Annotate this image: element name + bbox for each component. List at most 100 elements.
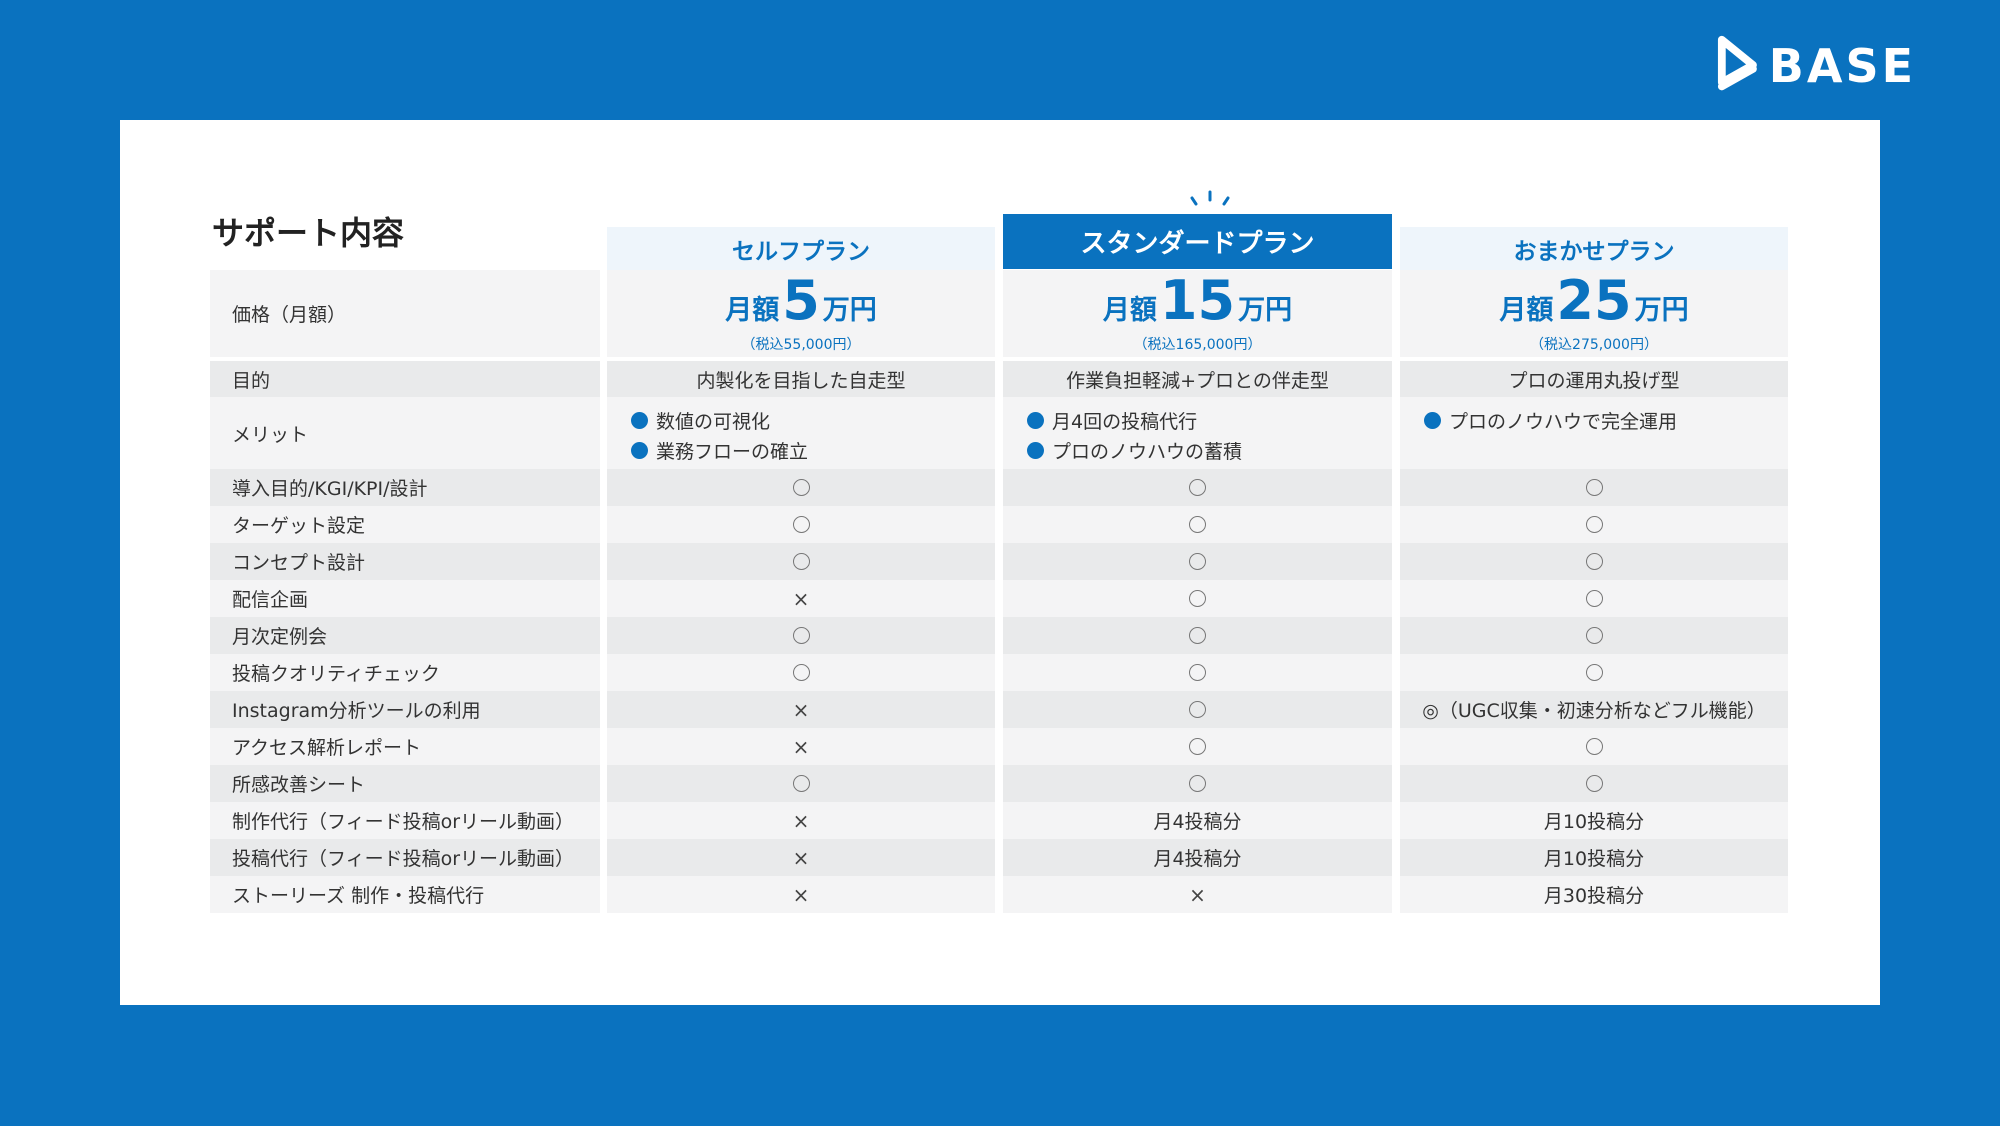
circle-mark-icon [1189,775,1206,792]
cross-mark-icon: × [792,882,810,907]
feature-cell [1400,728,1788,765]
feature-cell [1003,580,1392,617]
feature-cell: × [607,839,995,876]
circle-mark-icon [1585,590,1603,607]
price-suffix: 万円 [822,294,877,326]
circle-mark-icon [1189,479,1206,496]
feature-cell [1003,765,1392,802]
feature-cell [1003,543,1392,580]
circle-mark-icon [1585,664,1603,681]
merit-text: 業務フローの確立 [656,440,809,463]
feature-cell [607,617,995,654]
feature-label: アクセス解析レポート [210,728,600,765]
circle-mark-icon [1585,516,1603,533]
bullet-dot-icon [1027,411,1044,429]
bullet-dot-icon [631,441,648,459]
circle-mark-icon [1189,553,1206,570]
merit-text: 数値の可視化 [656,410,771,433]
plan-header-self: セルフプラン [607,227,995,271]
feature-label: ターゲット設定 [210,506,600,543]
merit-item: 月4回の投稿代行 [1027,405,1197,435]
feature-cell [1400,580,1788,617]
price-tax: （税込165,000円） [1133,336,1262,353]
brand-name: BASE [1768,39,1916,93]
feature-cell [1400,765,1788,802]
feature-cell [607,654,995,691]
feature-cell: 月4投稿分 [1003,802,1392,839]
price-number: 5 [782,268,820,332]
circle-mark-icon [1189,701,1206,718]
feature-label: 月次定例会 [210,617,600,654]
circle-mark-icon [792,775,810,792]
feature-cell: × [607,802,995,839]
merit-text: 月4回の投稿代行 [1052,410,1198,433]
merit-item: プロのノウハウの蓄積 [1027,435,1242,465]
base-logo-icon [1717,35,1757,91]
feature-label: 投稿クオリティチェック [210,654,600,691]
circle-mark-icon [1189,590,1206,607]
circle-mark-icon [792,664,810,681]
price-amount: 月額 25 万円 [1499,273,1689,328]
price-prefix: 月額 [1102,294,1157,326]
price-tax: （税込55,000円） [741,336,861,353]
merit-cell: 数値の可視化 業務フローの確立 [607,397,995,469]
label-price: 価格（月額） [210,270,600,357]
circle-mark-icon [792,553,810,570]
merit-cell: プロのノウハウで完全運用 [1400,397,1788,469]
plan-comparison-card: サポート内容 価格（月額） 目的 メリット 導入目的/KGI/KPI/設計 ターゲ… [120,120,1880,1005]
circle-mark-icon [1189,627,1206,644]
price-cell: 月額 15 万円 （税込165,000円） [1003,270,1392,357]
circle-mark-icon [1189,516,1206,533]
feature-cell [1400,543,1788,580]
merit-item: 業務フローの確立 [631,435,808,465]
feature-label: 配信企画 [210,580,600,617]
feature-cell: × [1003,876,1392,913]
feature-cell [1400,617,1788,654]
price-prefix: 月額 [1499,294,1554,326]
feature-label: Instagram分析ツールの利用 [210,691,600,728]
feature-value: 月4投稿分 [1153,848,1242,870]
feature-cell: 月4投稿分 [1003,839,1392,876]
purpose-cell: 作業負担軽減+プロとの伴走型 [1003,361,1392,397]
price-amount: 月額 5 万円 [725,268,877,332]
section-title: サポート内容 [212,214,405,252]
circle-mark-icon [1585,627,1603,644]
feature-cell [607,469,995,506]
cross-mark-icon: × [792,697,810,722]
bullet-dot-icon [1424,411,1441,429]
feature-cell [1003,506,1392,543]
purpose-cell: プロの運用丸投げ型 [1400,361,1788,397]
feature-cell [1400,654,1788,691]
plan-header-omakase: おまかせプラン [1400,227,1788,271]
circle-mark-icon [1585,479,1603,496]
price-number: 15 [1159,268,1236,332]
purpose-cell: 内製化を目指した自走型 [607,361,995,397]
circle-mark-icon [792,627,810,644]
circle-mark-icon [1189,738,1206,755]
bullet-dot-icon [631,411,648,429]
feature-label: 導入目的/KGI/KPI/設計 [210,469,600,506]
price-suffix: 万円 [1634,294,1689,326]
feature-cell: 月10投稿分 [1400,802,1788,839]
plan-header-standard: スタンダードプラン [1003,214,1392,269]
feature-cell: × [607,728,995,765]
feature-label: 制作代行（フィード投稿orリール動画） [210,802,600,839]
bullet-dot-icon [1027,441,1044,459]
price-suffix: 万円 [1238,294,1293,326]
feature-cell [1003,617,1392,654]
feature-cell: ◎（UGC収集・初速分析などフル機能） [1400,691,1788,728]
circle-mark-icon [1189,664,1206,681]
price-cell: 月額 25 万円 （税込275,000円） [1400,270,1788,357]
feature-value: ◎（UGC収集・初速分析などフル機能） [1422,700,1766,722]
label-merit: メリット [210,397,600,469]
feature-cell: × [607,691,995,728]
price-tax: （税込275,000円） [1530,336,1658,353]
circle-mark-icon [792,516,810,533]
merit-item: 数値の可視化 [631,405,770,435]
base-logo: BASE [1716,34,1916,98]
label-purpose: 目的 [210,361,600,397]
price-prefix: 月額 [725,294,780,326]
merit-cell: 月4回の投稿代行 プロのノウハウの蓄積 [1003,397,1392,469]
feature-cell [1400,469,1788,506]
feature-cell [607,765,995,802]
